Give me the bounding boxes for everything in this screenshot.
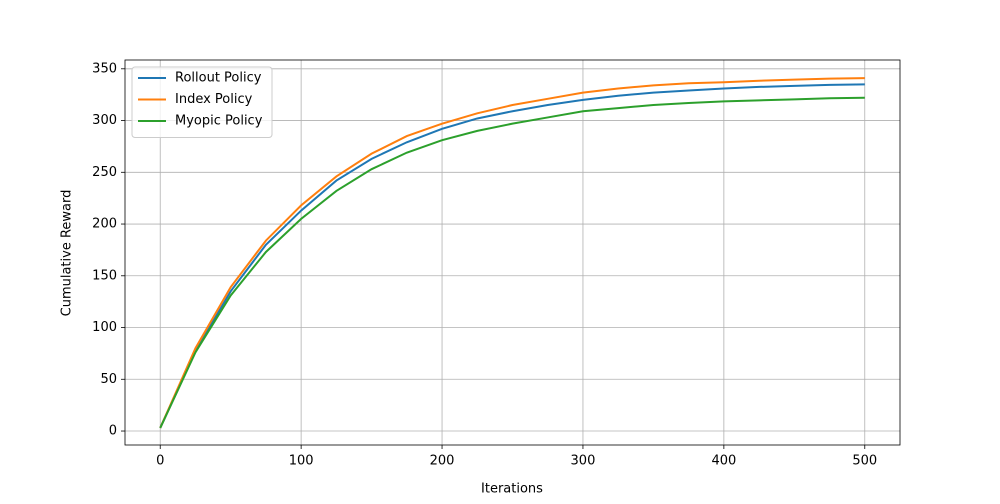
y-tick-label: 150 — [92, 268, 117, 283]
x-tick-label: 500 — [852, 454, 877, 469]
line-series — [159, 96, 865, 429]
y-tick-label: 250 — [92, 165, 117, 180]
x-axis-label: Iterations — [481, 482, 543, 497]
axes-frame — [124, 59, 901, 446]
legend-label: Rollout Policy — [175, 71, 262, 86]
y-tick-label: 50 — [100, 372, 117, 387]
x-tick-label: 200 — [430, 454, 455, 469]
line-series — [159, 77, 865, 429]
y-axis-label: Cumulative Reward — [60, 190, 75, 317]
x-tick-label: 0 — [156, 454, 164, 469]
y-tick-label: 200 — [92, 217, 117, 232]
line-series — [159, 83, 865, 429]
y-tick-label: 0 — [109, 424, 117, 439]
x-tick-label: 100 — [289, 454, 314, 469]
x-tick-label: 300 — [571, 454, 596, 469]
y-tick-label: 350 — [92, 61, 117, 76]
legend-box — [131, 66, 273, 138]
y-tick-label: 100 — [92, 320, 117, 335]
legend: Rollout Policy Index Policy Myopic Policy — [131, 66, 273, 138]
legend-label: Index Policy — [175, 92, 253, 107]
legend-label: Myopic Policy — [175, 114, 263, 129]
x-tick-label: 400 — [711, 454, 736, 469]
y-tick-label: 300 — [92, 113, 117, 128]
